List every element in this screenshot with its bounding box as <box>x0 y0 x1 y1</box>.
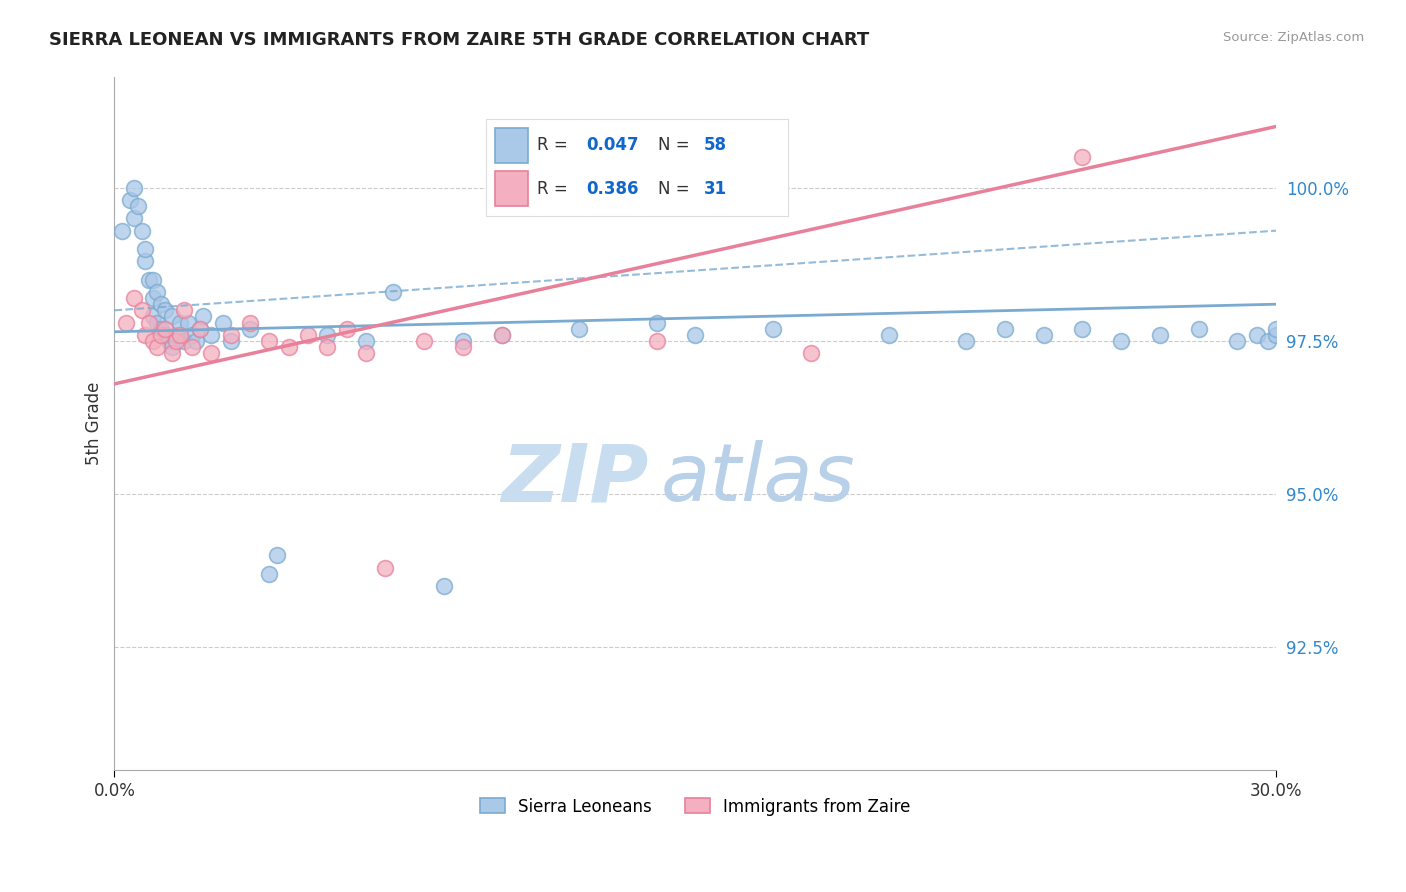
Point <box>149 297 172 311</box>
Point <box>122 211 145 226</box>
Point <box>131 303 153 318</box>
Point <box>491 327 513 342</box>
Point <box>173 303 195 318</box>
Point <box>149 327 172 342</box>
Point <box>568 322 591 336</box>
Point <box>200 346 222 360</box>
Point <box>146 340 169 354</box>
Point <box>1265 327 1288 342</box>
Point <box>1188 322 1211 336</box>
Point <box>762 322 785 336</box>
Point <box>645 334 668 348</box>
Point <box>165 334 187 348</box>
Point <box>153 303 176 318</box>
Point <box>1265 322 1288 336</box>
Point <box>138 273 160 287</box>
Point <box>134 242 156 256</box>
Point <box>153 327 176 342</box>
Point <box>800 346 823 360</box>
Point <box>188 322 211 336</box>
Point <box>1071 150 1094 164</box>
Point <box>115 316 138 330</box>
Text: SIERRA LEONEAN VS IMMIGRANTS FROM ZAIRE 5TH GRADE CORRELATION CHART: SIERRA LEONEAN VS IMMIGRANTS FROM ZAIRE … <box>49 31 869 49</box>
Point <box>184 334 207 348</box>
Text: Source: ZipAtlas.com: Source: ZipAtlas.com <box>1223 31 1364 45</box>
Point <box>1257 334 1279 348</box>
Point <box>180 327 202 342</box>
Point <box>297 327 319 342</box>
Point <box>994 322 1017 336</box>
Point <box>1032 327 1054 342</box>
Point <box>259 566 281 581</box>
Text: atlas: atlas <box>661 440 855 518</box>
Point <box>336 322 359 336</box>
Y-axis label: 5th Grade: 5th Grade <box>86 382 103 466</box>
Point <box>432 579 454 593</box>
Point <box>200 327 222 342</box>
Point <box>1071 322 1094 336</box>
Point <box>118 193 141 207</box>
Point <box>382 285 405 299</box>
Point <box>169 316 191 330</box>
Text: ZIP: ZIP <box>502 440 648 518</box>
Point <box>146 316 169 330</box>
Point <box>219 334 242 348</box>
Point <box>134 327 156 342</box>
Point <box>149 322 172 336</box>
Point <box>491 327 513 342</box>
Point <box>877 327 900 342</box>
Point <box>1109 334 1132 348</box>
Point <box>146 285 169 299</box>
Point <box>277 340 299 354</box>
Point <box>165 327 187 342</box>
Point <box>153 322 176 336</box>
Point <box>142 334 165 348</box>
Point <box>211 316 233 330</box>
Point <box>219 327 242 342</box>
Point <box>955 334 977 348</box>
Point <box>142 291 165 305</box>
Point <box>157 334 180 348</box>
Point <box>374 560 396 574</box>
Point <box>239 322 262 336</box>
Point <box>127 199 149 213</box>
Point <box>131 224 153 238</box>
Point <box>162 310 184 324</box>
Point <box>169 327 191 342</box>
Point <box>413 334 436 348</box>
Point <box>354 346 377 360</box>
Legend: Sierra Leoneans, Immigrants from Zaire: Sierra Leoneans, Immigrants from Zaire <box>471 789 920 824</box>
Point <box>645 316 668 330</box>
Point <box>142 310 165 324</box>
Point <box>1246 327 1268 342</box>
Point <box>266 549 288 563</box>
Point <box>451 340 474 354</box>
Point <box>316 327 339 342</box>
Point <box>162 340 184 354</box>
Point <box>142 273 165 287</box>
Point <box>188 322 211 336</box>
Point <box>1226 334 1249 348</box>
Point <box>134 254 156 268</box>
Point <box>193 310 215 324</box>
Point <box>111 224 134 238</box>
Point <box>138 316 160 330</box>
Point <box>162 346 184 360</box>
Point <box>259 334 281 348</box>
Point <box>316 340 339 354</box>
Point <box>173 334 195 348</box>
Point <box>122 291 145 305</box>
Point <box>451 334 474 348</box>
Point <box>122 180 145 194</box>
Point <box>354 334 377 348</box>
Point <box>683 327 706 342</box>
Point <box>1149 327 1171 342</box>
Point <box>177 316 200 330</box>
Point <box>239 316 262 330</box>
Point <box>180 340 202 354</box>
